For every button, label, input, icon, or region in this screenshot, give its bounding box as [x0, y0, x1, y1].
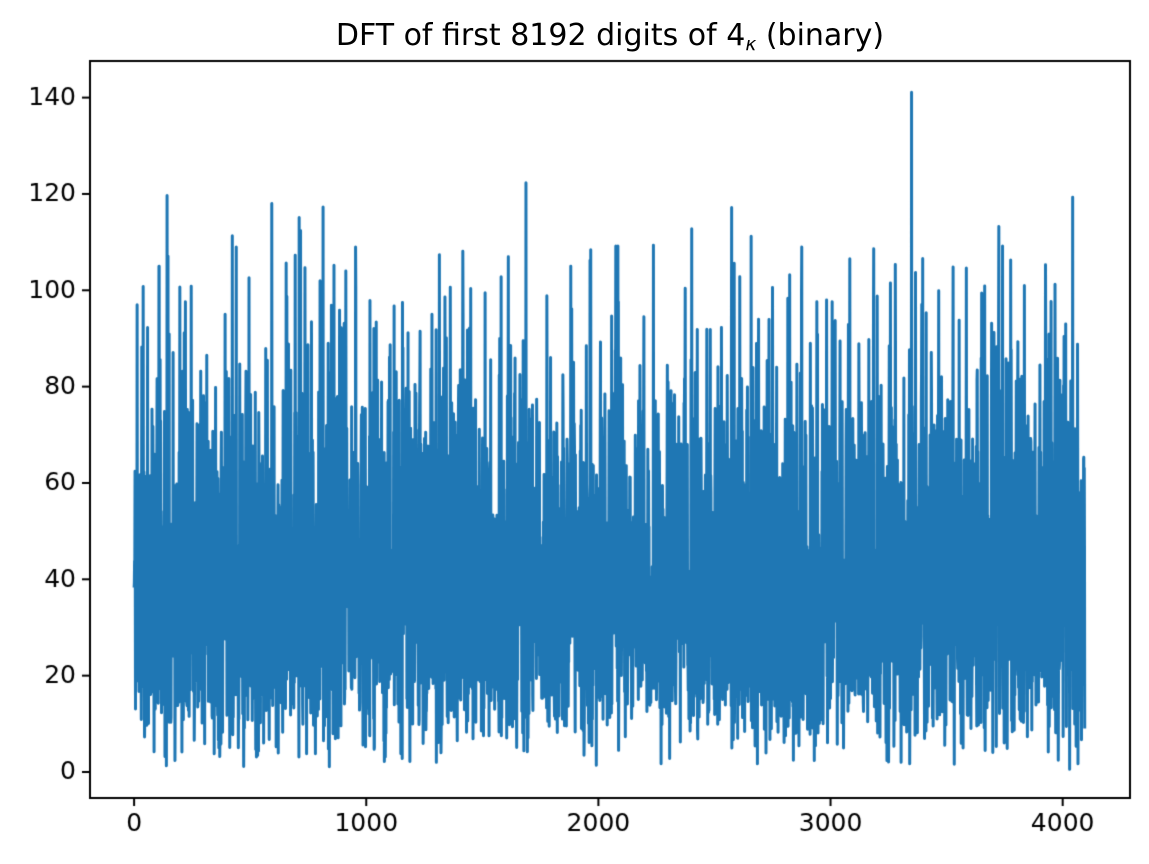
- chart-title-subscript: κ: [745, 34, 757, 56]
- chart-title-suffix: (binary): [756, 18, 885, 53]
- chart-title: DFT of first 8192 digits of 4κ (binary): [90, 18, 1130, 55]
- chart-title-text: DFT of first 8192 digits of 4: [335, 18, 746, 53]
